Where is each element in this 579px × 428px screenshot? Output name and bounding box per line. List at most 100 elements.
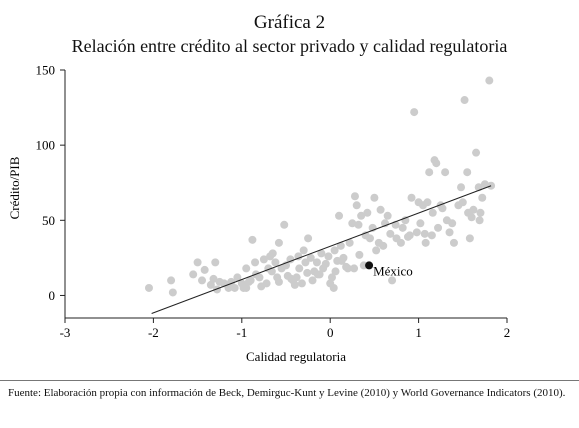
data-point: [271, 258, 280, 267]
data-point: [403, 232, 412, 241]
data-point: [330, 246, 339, 255]
data-point: [421, 238, 430, 247]
chart-subtitle: Relación entre crédito al sector privado…: [71, 36, 508, 56]
data-point: [396, 238, 405, 247]
data-point: [458, 198, 467, 207]
data-point: [337, 256, 346, 265]
scatter-chart: -3 -2 -1 0 1 2 0 50 100 150 México Calidad regula…: [7, 63, 511, 365]
chart-title: Gráfica 2: [253, 12, 326, 33]
data-point: [472, 148, 481, 157]
data-point: [274, 277, 283, 286]
data-point: [386, 229, 395, 238]
data-point: [324, 252, 333, 261]
data-point: [168, 288, 177, 297]
data-point: [412, 228, 421, 237]
data-point: [357, 211, 366, 220]
data-point: [432, 159, 441, 168]
data-point: [355, 250, 364, 259]
data-point: [476, 208, 485, 217]
mexico-label: México: [373, 263, 413, 278]
data-point: [423, 198, 432, 207]
data-point: [350, 264, 359, 273]
data-point: [465, 234, 474, 243]
data-point: [246, 276, 255, 285]
data-point: [335, 211, 344, 220]
data-point: [445, 228, 454, 237]
x-tick-label: 1: [415, 325, 422, 340]
trendline-group: [151, 185, 492, 314]
data-point: [294, 252, 303, 261]
data-point: [410, 108, 419, 117]
data-point: [327, 273, 336, 282]
data-point: [352, 201, 361, 210]
data-point: [303, 268, 312, 277]
data-point: [313, 270, 322, 279]
data-point: [463, 168, 472, 177]
highlight-group: México: [365, 261, 413, 278]
data-point: [464, 208, 473, 217]
data-point: [301, 258, 310, 267]
data-point: [242, 264, 251, 273]
data-point: [248, 235, 257, 244]
data-point: [206, 280, 215, 289]
data-point: [480, 180, 489, 189]
data-point: [290, 280, 299, 289]
data-point: [407, 193, 416, 202]
data-point: [438, 204, 447, 213]
data-point: [388, 276, 397, 285]
y-tick-label: 50: [42, 213, 55, 228]
data-point: [213, 285, 222, 294]
x-tick-label: 2: [504, 325, 511, 340]
data-point: [262, 279, 271, 288]
data-point: [370, 193, 379, 202]
data-point: [329, 283, 338, 292]
data-point: [365, 234, 374, 243]
x-tick-label: -3: [60, 325, 71, 340]
data-point: [304, 234, 313, 243]
data-point: [427, 231, 436, 240]
data-point: [383, 211, 392, 220]
data-point: [233, 273, 242, 282]
data-point: [428, 208, 437, 217]
data-point: [434, 223, 443, 232]
data-point: [376, 205, 385, 214]
data-point: [189, 270, 198, 279]
data-point: [209, 274, 218, 283]
data-point: [425, 168, 434, 177]
data-point: [478, 193, 487, 202]
x-tick-label: -2: [148, 325, 159, 340]
data-point: [475, 216, 484, 225]
x-tick-label: 0: [327, 325, 334, 340]
y-tick-label: 150: [36, 63, 56, 78]
data-point: [372, 246, 381, 255]
data-point: [348, 219, 357, 228]
data-point: [193, 258, 202, 267]
data-point: [343, 264, 352, 273]
data-point: [448, 219, 457, 228]
data-point: [144, 283, 153, 292]
data-point: [363, 208, 372, 217]
data-point: [321, 259, 330, 268]
source-note: Fuente: Elaboración propia con informaci…: [8, 387, 566, 399]
data-point: [230, 283, 239, 292]
data-point: [457, 183, 466, 192]
trendline: [151, 185, 492, 314]
data-point: [259, 255, 268, 264]
data-point: [224, 283, 233, 292]
data-point: [308, 276, 317, 285]
data-point: [297, 279, 306, 288]
data-point: [379, 241, 388, 250]
data-point: [242, 283, 251, 292]
data-point: [312, 258, 321, 267]
data-point: [211, 258, 220, 267]
data-point: [354, 220, 363, 229]
data-point: [274, 238, 283, 247]
data-point: [336, 241, 345, 250]
data-point: [398, 223, 407, 232]
data-point: [295, 264, 304, 273]
data-point: [460, 96, 469, 105]
data-point: [416, 219, 425, 228]
data-point: [345, 238, 354, 247]
data-point: [306, 253, 315, 262]
data-point: [287, 274, 296, 283]
